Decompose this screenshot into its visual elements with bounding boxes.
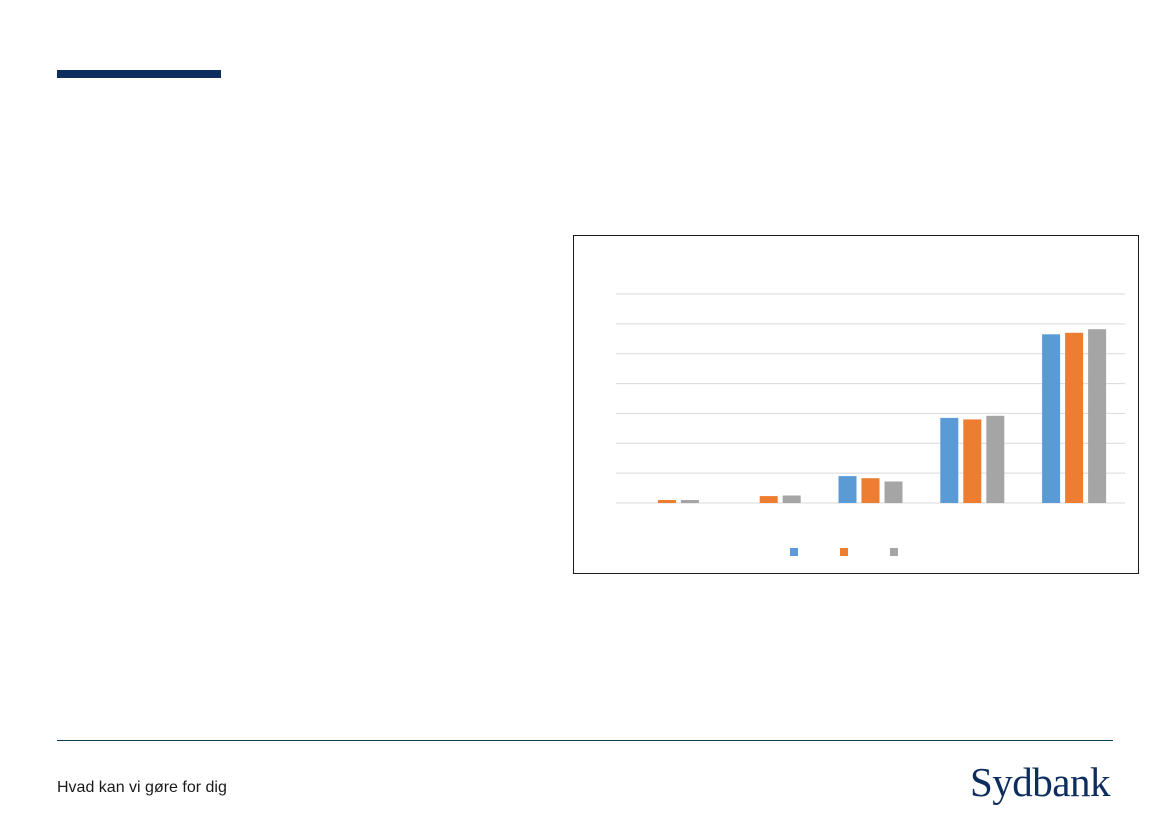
legend-swatch <box>790 548 798 556</box>
bar <box>884 481 903 503</box>
bar <box>759 496 778 503</box>
footer-divider <box>57 740 1113 741</box>
bar <box>940 417 959 503</box>
bar <box>986 415 1005 503</box>
bar <box>1088 329 1107 503</box>
bar <box>680 500 699 503</box>
legend-swatch <box>890 548 898 556</box>
legend-swatch <box>840 548 848 556</box>
bar <box>657 500 676 503</box>
bar <box>1042 334 1061 503</box>
sydbank-logo[interactable]: Sydbank <box>970 759 1111 805</box>
footer-tagline: Hvad kan vi gøre for dig <box>57 779 227 796</box>
bar <box>963 419 982 503</box>
legend <box>790 548 898 556</box>
bar <box>838 476 857 503</box>
bar <box>782 495 801 503</box>
chart-frame <box>573 235 1139 574</box>
gridlines <box>616 293 1125 504</box>
bar <box>1065 332 1084 503</box>
bars <box>657 329 1107 503</box>
title-accent-bar <box>57 70 221 78</box>
bar-chart <box>616 293 1125 556</box>
bar <box>861 478 880 503</box>
